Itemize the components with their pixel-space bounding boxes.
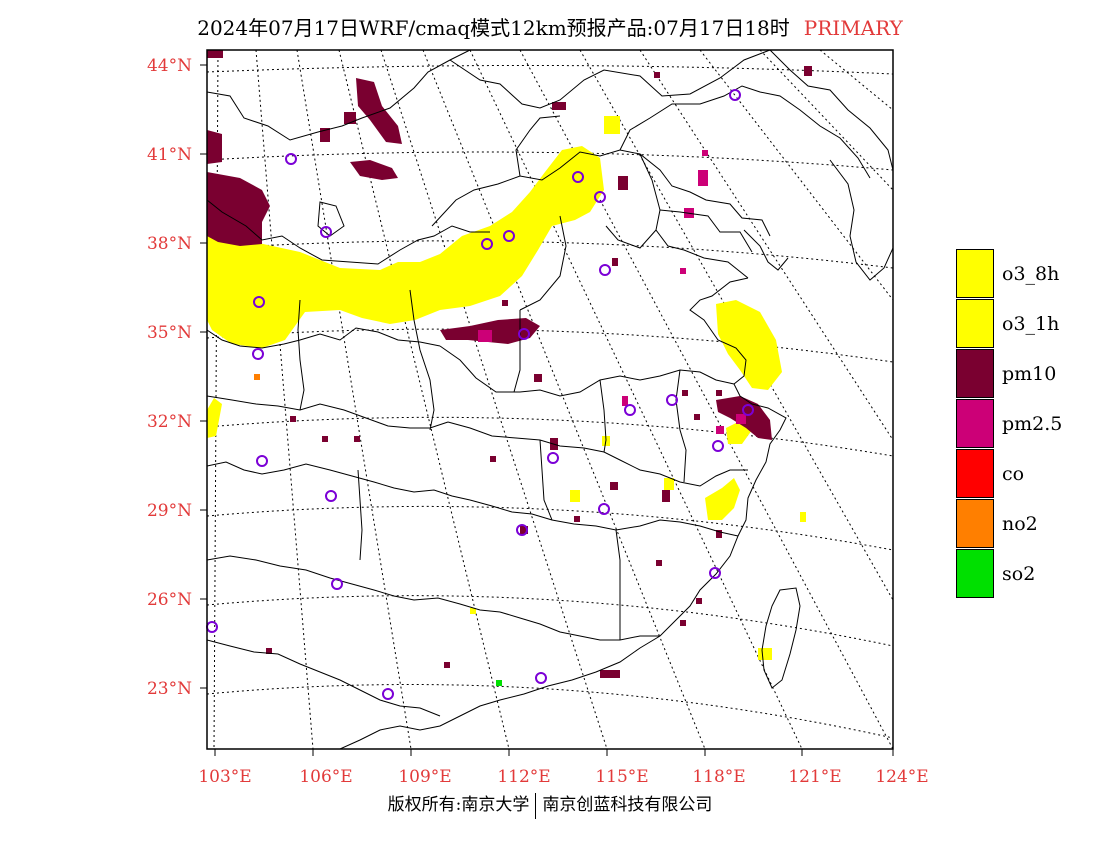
so2-areas: [496, 680, 502, 686]
footer-separator: [535, 792, 537, 819]
lon-label: 109°E: [398, 767, 451, 787]
title-primary-tag: PRIMARY: [803, 16, 903, 40]
pm10-areas: [207, 50, 812, 678]
lat-label: 29°N: [147, 501, 192, 521]
no2-areas: [254, 374, 260, 380]
legend-swatch: [956, 549, 994, 598]
footer-right: 南京创蓝科技有限公司: [542, 795, 713, 815]
lon-ticks: [214, 749, 894, 756]
copyright-footer: 版权所有:南京大学 南京创蓝科技有限公司: [0, 790, 1100, 819]
legend-swatch: [956, 349, 994, 398]
legend-label: no2: [1002, 513, 1038, 535]
lat-label: 41°N: [147, 145, 192, 165]
o3-areas: [207, 116, 806, 660]
lon-label: 121°E: [788, 767, 841, 787]
lat-label: 44°N: [147, 56, 192, 76]
legend-swatch: [956, 499, 994, 548]
map-title: 2024年07月17日WRF/cmaq模式12km预报产品:07月17日18时 P…: [0, 12, 1100, 41]
lon-label: 118°E: [692, 767, 745, 787]
map-frame: [206, 49, 894, 750]
legend-label: co: [1002, 463, 1025, 485]
coastline-borders: [207, 50, 893, 749]
pollution-cells: [207, 50, 812, 686]
lat-label: 32°N: [147, 412, 192, 432]
legend-label: o3_1h: [1002, 313, 1060, 335]
pm25-areas: [478, 150, 746, 434]
legend-swatch: [956, 449, 994, 498]
legend-label: pm10: [1002, 363, 1057, 385]
lat-ticks: [200, 64, 207, 689]
lon-label: 106°E: [299, 767, 352, 787]
lon-label: 124°E: [875, 767, 928, 787]
gridlines: [207, 50, 893, 749]
monitoring-stations: [206, 89, 754, 700]
lon-label: 103°E: [198, 767, 251, 787]
lon-label: 115°E: [595, 767, 648, 787]
legend-label: pm2.5: [1002, 413, 1063, 435]
lat-label: 23°N: [147, 679, 192, 699]
title-main: 2024年07月17日WRF/cmaq模式12km预报产品:07月17日18时: [197, 16, 790, 40]
lat-label: 38°N: [147, 234, 192, 254]
lon-label: 112°E: [497, 767, 550, 787]
lon-labels: 103°E 106°E 109°E 112°E 115°E 118°E 121°…: [198, 767, 928, 787]
legend-label: so2: [1002, 563, 1036, 585]
legend-label: o3_8h: [1002, 263, 1060, 285]
footer-left: 版权所有:南京大学: [387, 795, 530, 815]
legend-swatch: [956, 249, 994, 298]
lat-labels: 44°N 41°N 38°N 35°N 32°N 29°N 26°N 23°N: [147, 56, 192, 699]
lat-label: 35°N: [147, 323, 192, 343]
legend-swatch: [956, 399, 994, 448]
lat-label: 26°N: [147, 590, 192, 610]
legend-swatch: [956, 299, 994, 348]
